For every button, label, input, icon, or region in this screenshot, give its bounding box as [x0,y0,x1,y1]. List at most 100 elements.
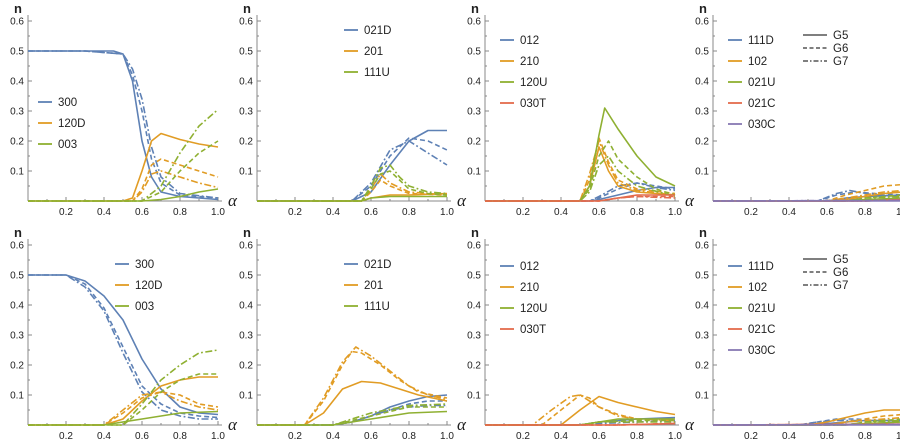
y-axis-label: n [14,1,22,16]
series-line-003-G5 [28,188,219,202]
y-tick-label: 0.1 [10,167,24,178]
series-line-111U-G6 [257,406,447,426]
y-tick-label: 0.4 [695,77,709,88]
y-tick-label: 0.3 [10,107,24,118]
y-axis-label: n [14,225,22,240]
style-legend-label: G7 [833,56,848,68]
legend-label: 120D [58,118,86,130]
series-line-210-G6 [485,137,676,202]
y-tick-label: 0.1 [10,391,24,402]
legend-label: 021C [748,98,776,110]
y-tick-label: 0.1 [695,167,709,178]
legend-label: 120U [520,77,548,89]
y-tick-label: 0.5 [10,47,24,58]
y-axis-label: n [699,225,707,240]
x-axis-label: α [685,415,695,434]
series-line-300-G6 [28,274,219,419]
series-line-300-G7 [28,274,218,420]
x-tick-label: 0.4 [554,431,568,439]
chart-panel-3: 0.1 0.2 0.3 0.4 0.5 0.6 0.2 0.4 0.6 0.8 1.0 n α 012 21… [467,1,695,218]
y-tick-label: 0.4 [467,77,481,88]
x-tick-label: 1.0 [668,207,682,218]
y-tick-label: 0.5 [695,47,709,58]
x-tick-label: 1.0 [440,431,454,439]
series-line-210-G7 [485,394,676,426]
style-legend-label: G6 [833,267,848,279]
x-tick-label: 1.0 [440,207,454,218]
x-tick-label: 0.8 [173,431,187,439]
y-tick-label: 0.6 [239,241,253,252]
x-tick-label: 0.8 [858,431,872,439]
legend-label: 021D [364,25,392,37]
x-tick-label: 1.0 [211,431,225,439]
series-line-201-G6 [257,179,448,202]
y-tick-label: 0.6 [239,17,253,28]
y-tick-label: 0.4 [695,301,709,312]
x-tick-label: 0.6 [820,207,834,218]
y-tick-label: 0.5 [695,271,709,282]
legend-label: 030T [520,98,546,110]
y-tick-label: 0.6 [10,241,24,252]
x-tick-label: 0.6 [364,431,378,439]
y-tick-label: 0.4 [10,77,24,88]
x-axis-label: α [457,415,467,434]
legend-label: 111D [748,35,774,47]
chart-panel-1: 0.1 0.2 0.3 0.4 0.5 0.6 0.2 0.4 0.6 0.8 1.0 n α 300 12… [10,1,238,218]
series-line-111U-G5 [257,410,448,426]
y-tick-label: 0.1 [467,391,481,402]
series-line-300-G6 [28,50,219,199]
y-tick-label: 0.6 [10,17,24,28]
legend-label: 111U [364,301,390,313]
x-tick-label: 0.2 [59,431,73,439]
x-tick-label: 0.8 [630,431,644,439]
x-tick-label: 0.4 [326,431,340,439]
x-axis-label: α [685,191,695,210]
x-tick-label: 0.2 [288,207,302,218]
legend-label: 021U [748,303,776,315]
y-tick-label: 0.1 [239,167,253,178]
x-axis-label: α [228,415,238,434]
series-line-030C-G7 [712,199,900,202]
x-tick-label: 0.6 [364,207,378,218]
x-tick-label: 0.4 [326,207,340,218]
series-line-012-G7 [485,419,676,426]
series-line-021D-G5 [257,129,447,202]
series-line-120D-G7 [28,391,219,426]
legend-label: 012 [520,35,539,47]
x-tick-label: 0.8 [630,207,644,218]
series-line-021D-G7 [257,140,448,202]
x-tick-label: 0.6 [592,431,606,439]
y-axis-label: n [471,225,479,240]
style-legend-label: G5 [833,30,848,42]
x-tick-label: 0.4 [97,207,111,218]
y-tick-label: 0.3 [239,107,253,118]
x-axis-label: α [457,191,467,210]
legend-label: 021U [748,77,776,89]
legend-label: 210 [520,56,539,68]
series-line-111U-G6 [257,170,448,202]
series-line-021D-G6 [257,400,447,426]
series-line-120U-G5 [485,107,676,202]
series-line-201-G7 [257,173,448,202]
chart-panel-5: 0.1 0.2 0.3 0.4 0.5 0.6 0.2 0.4 0.6 0.8 1.0 n α 300 12… [10,225,238,439]
series-line-012-G7 [485,182,676,202]
y-tick-label: 0.2 [467,137,481,148]
series-line-201-G7 [257,346,448,426]
x-tick-label: 0.2 [744,207,758,218]
x-tick-label: 0.8 [402,431,416,439]
x-tick-label: 0.8 [858,207,872,218]
style-legend-label: G6 [833,43,848,55]
series-line-111U-G7 [257,403,448,426]
y-tick-label: 0.5 [467,271,481,282]
y-tick-label: 0.2 [10,361,24,372]
series-line-120U-G7 [485,421,675,426]
y-tick-label: 0.4 [467,301,481,312]
legend-label: 120D [135,280,163,292]
x-tick-label: 0.8 [402,207,416,218]
style-legend-label: G7 [833,280,848,292]
legend-label: 111U [364,67,390,79]
x-tick-label: 1.0 [896,207,900,218]
series-line-300-G7 [28,50,219,199]
x-tick-label: 1.0 [211,207,225,218]
